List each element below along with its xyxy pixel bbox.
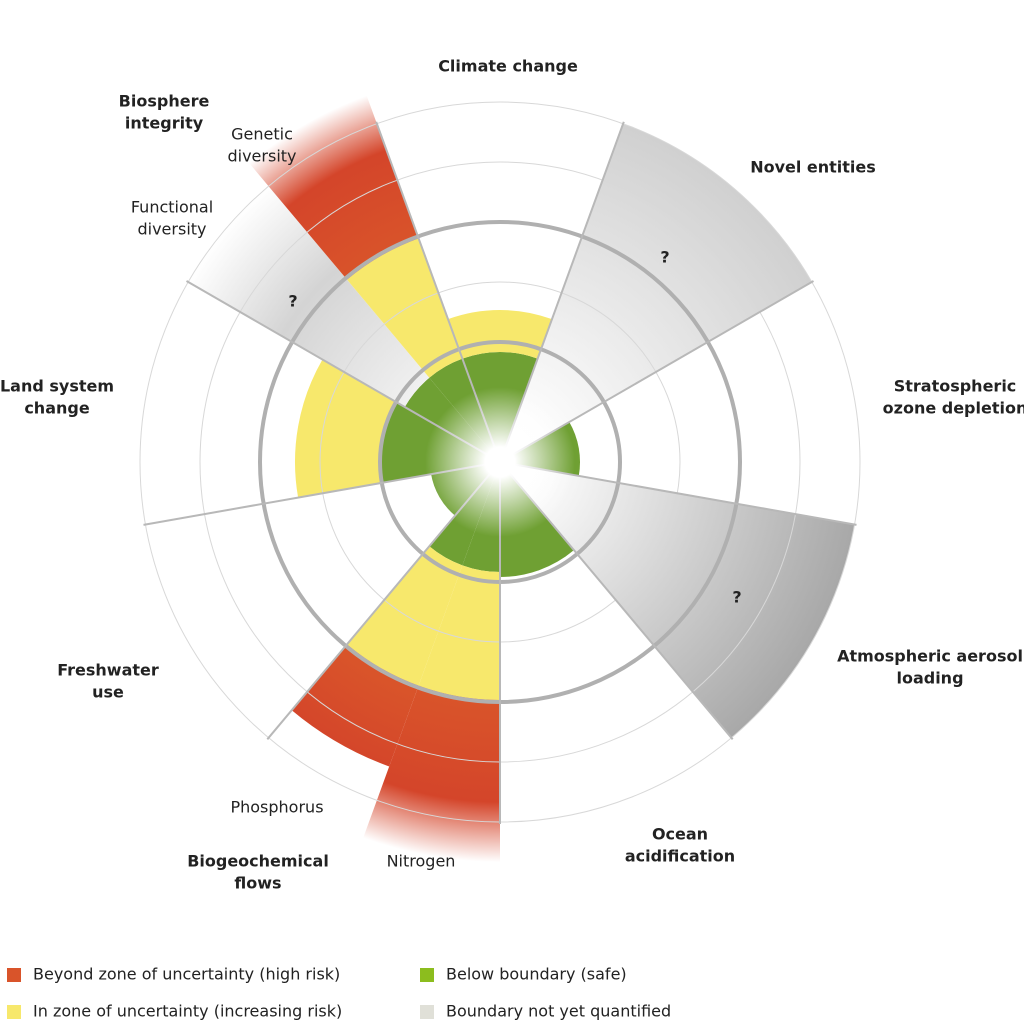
boundary-label: Land system xyxy=(0,377,114,396)
boundary-label: loading xyxy=(896,669,963,688)
labels: Climate change Novel entities Stratospheri… xyxy=(0,57,1024,1021)
boundary-label: change xyxy=(24,399,90,418)
high-risk-wedge xyxy=(249,95,419,280)
legend-label: In zone of uncertainty (increasing risk) xyxy=(33,1002,342,1021)
boundary-label: Atmospheric aerosol xyxy=(837,647,1023,666)
sub-label: diversity xyxy=(227,147,296,166)
boundary-label: Biogeochemical xyxy=(187,852,329,871)
legend-swatch xyxy=(420,968,434,982)
sub-label: Functional xyxy=(131,198,213,217)
boundary-label: integrity xyxy=(125,114,204,133)
unknown-mark: ? xyxy=(732,588,741,607)
legend-swatch xyxy=(7,968,21,982)
boundary-label: acidification xyxy=(625,847,735,866)
legend-label: Below boundary (safe) xyxy=(446,965,627,984)
boundary-label: Freshwater xyxy=(57,661,159,680)
unknown-mark: ? xyxy=(660,248,669,267)
boundary-label: Novel entities xyxy=(750,158,876,177)
boundary-label: flows xyxy=(234,874,281,893)
boundary-label: Stratospheric xyxy=(894,377,1017,396)
unquantified-wedge xyxy=(188,186,430,407)
uncertain-wedge xyxy=(347,238,463,378)
uncertain-wedge xyxy=(347,546,463,686)
sub-label: Genetic xyxy=(231,125,293,144)
uncertain-wedge xyxy=(448,310,552,359)
legend-label: Beyond zone of uncertainty (high risk) xyxy=(33,965,340,984)
legend-swatch xyxy=(7,1005,21,1019)
boundary-label: use xyxy=(92,683,124,702)
boundary-label: Climate change xyxy=(438,57,578,76)
high-risk-wedge xyxy=(363,685,500,862)
sub-label: diversity xyxy=(137,220,206,239)
sub-label: Phosphorus xyxy=(230,798,323,817)
center-glow xyxy=(425,387,575,537)
wedges xyxy=(188,95,855,862)
sub-label: Nitrogen xyxy=(387,852,456,871)
legend-swatch xyxy=(420,1005,434,1019)
unquantified-wedge xyxy=(500,462,855,738)
uncertain-wedge xyxy=(418,565,500,700)
legend-label: Boundary not yet quantified xyxy=(446,1002,671,1021)
boundary-label: Ocean xyxy=(652,825,708,844)
unknown-mark: ? xyxy=(288,292,297,311)
boundary-label: Biosphere xyxy=(119,92,210,111)
boundary-label: ozone depletion xyxy=(883,399,1024,418)
unquantified-wedge xyxy=(500,123,812,462)
